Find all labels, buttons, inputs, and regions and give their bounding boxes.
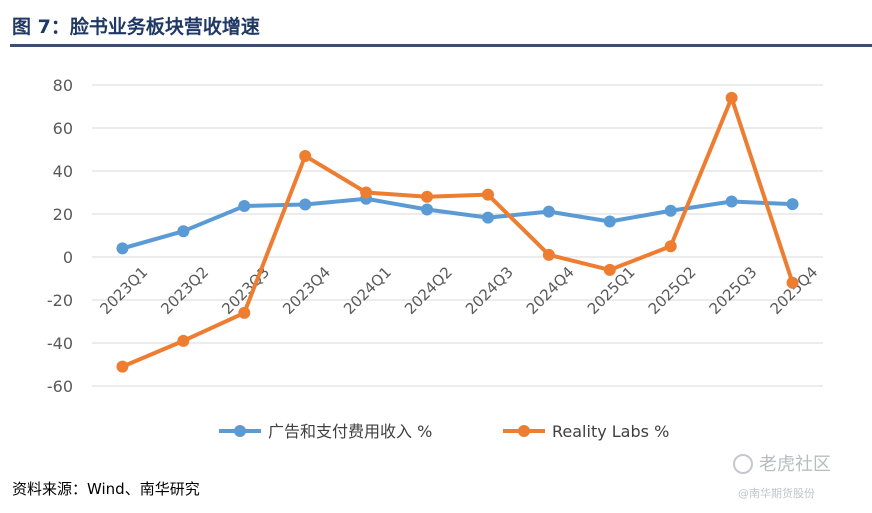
data-point — [481, 188, 494, 201]
series-line-2 — [121, 95, 795, 369]
watermark-sub: @南华期货股份 — [738, 487, 815, 500]
title-divider — [10, 44, 872, 47]
y-axis: 80 60 40 20 0 -20 -40 -60 — [47, 76, 73, 396]
data-point — [360, 186, 373, 199]
x-tick-label: 2023Q4 — [279, 263, 334, 318]
y-tick-label: 40 — [53, 162, 73, 181]
x-tick-label: 2025Q2 — [645, 263, 700, 318]
data-point — [116, 360, 129, 373]
data-point — [603, 215, 616, 228]
y-tick-label: 0 — [63, 248, 73, 267]
data-point — [603, 263, 616, 276]
data-point — [177, 334, 190, 347]
x-tick-label: 2024Q4 — [523, 263, 578, 318]
data-point — [664, 204, 677, 217]
watermark-text: 老虎社区 — [759, 454, 831, 475]
x-tick-label: 2023Q1 — [96, 263, 151, 318]
watermark-logo-icon — [733, 454, 753, 474]
data-point — [238, 200, 251, 213]
data-point — [725, 195, 738, 208]
series-layer — [116, 91, 799, 373]
y-tick-label: 60 — [53, 119, 73, 138]
data-point — [786, 198, 799, 211]
data-point — [177, 225, 190, 238]
y-tick-label: -60 — [47, 377, 73, 396]
data-point — [542, 205, 555, 218]
x-tick-label: 2023Q2 — [157, 263, 212, 318]
x-axis: 2023Q1 2023Q2 2023Q3 2023Q4 2024Q1 2024Q2 2024… — [96, 263, 821, 318]
data-point — [421, 203, 434, 216]
x-tick-label: 2024Q2 — [401, 263, 456, 318]
data-point — [542, 248, 555, 261]
gridlines — [92, 84, 823, 387]
data-point — [238, 306, 251, 319]
series-line-1 — [121, 196, 793, 251]
data-point — [664, 240, 677, 253]
legend: 广告和支付费用收入 % Reality Labs % — [219, 422, 669, 441]
data-point — [481, 211, 494, 224]
x-tick-label: 2025Q4 — [767, 263, 822, 318]
y-tick-label: -40 — [47, 334, 73, 353]
data-point — [299, 149, 312, 162]
data-point — [299, 198, 312, 211]
legend-marker-series-2 — [518, 425, 530, 437]
watermark: 老虎社区 — [733, 450, 831, 476]
y-tick-label: 20 — [53, 205, 73, 224]
data-point — [786, 276, 799, 289]
data-point — [725, 91, 738, 104]
x-tick-label: 2024Q1 — [340, 263, 395, 318]
legend-marker-series-1 — [234, 425, 246, 437]
x-tick-label: 2025Q3 — [706, 263, 761, 318]
source-note: 资料来源：Wind、南华研究 — [12, 480, 200, 498]
legend-label-series-2: Reality Labs % — [552, 422, 669, 441]
y-tick-label: -20 — [47, 291, 73, 310]
page-title: 图 7：脸书业务板块营收增速 — [12, 16, 260, 38]
legend-label-series-1: 广告和支付费用收入 % — [268, 422, 432, 441]
data-point — [116, 242, 129, 255]
y-tick-label: 80 — [53, 76, 73, 95]
x-tick-label: 2024Q3 — [462, 263, 517, 318]
data-point — [421, 190, 434, 203]
